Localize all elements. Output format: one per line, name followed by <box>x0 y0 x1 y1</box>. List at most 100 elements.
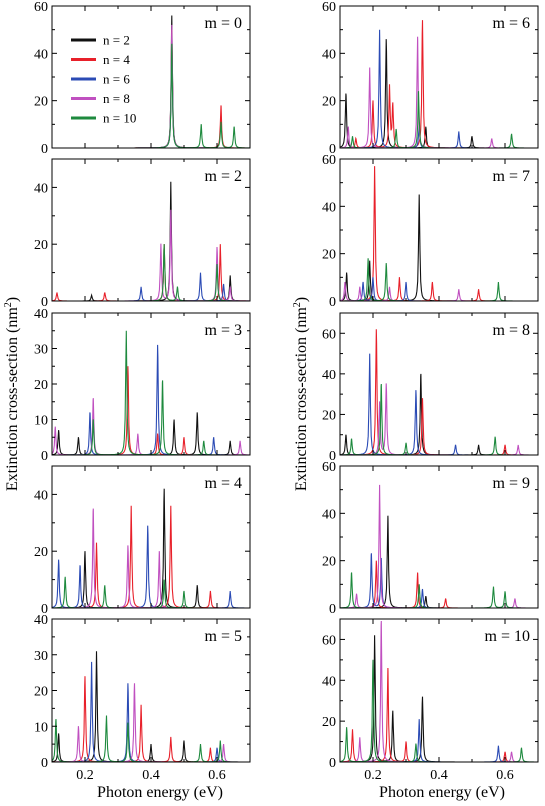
panel-m0: 0 20 40 60 m = 0 n = 2 n = 4 n = 6 n = 8 n = 10 <box>34 0 251 157</box>
legend-label: n = 4 <box>103 52 130 67</box>
y-tick-label: 40 <box>322 507 336 522</box>
legend: n = 2 n = 4 n = 6 n = 8 n = 10 <box>71 33 136 126</box>
y-tick-label: 20 <box>34 238 48 253</box>
series-n10 <box>340 659 538 762</box>
series-n6 <box>52 525 250 608</box>
series-n6 <box>340 553 538 608</box>
series-n10 <box>52 715 250 762</box>
series-n6 <box>340 277 538 301</box>
panel-title: m = 3 <box>205 322 242 339</box>
x-tick-label: 0.2 <box>364 768 382 783</box>
panel-m9: 0 20 40 60 m = 9 <box>322 460 539 617</box>
panel-m8: 0 20 40 60 m = 8 <box>322 312 539 464</box>
series-n2 <box>52 181 250 301</box>
y-tick-label: 0 <box>329 295 336 310</box>
y-tick-label: 20 <box>322 715 336 730</box>
x-axis-label-left: Photon energy (eV) <box>97 784 223 801</box>
series-n2 <box>52 412 250 455</box>
series-n6 <box>52 344 250 455</box>
panel-m7: 0 20 40 60 m = 7 <box>322 153 539 310</box>
panel-title: m = 8 <box>493 322 530 339</box>
y-tick-label: 60 <box>322 633 336 648</box>
y-tick-label: 40 <box>34 488 48 503</box>
y-tick-label: 20 <box>34 378 48 393</box>
y-tick-label: 0 <box>329 142 336 157</box>
series-n10 <box>340 91 538 148</box>
x-tick-label: 0.4 <box>142 768 160 783</box>
y-tick-label: 0 <box>41 142 48 157</box>
series-n4 <box>52 366 250 455</box>
panel-title: m = 10 <box>485 628 530 645</box>
y-tick-label: 0 <box>329 449 336 464</box>
x-tick-label: 0.2 <box>76 768 94 783</box>
y-tick-label: 40 <box>322 674 336 689</box>
panel-title: m = 6 <box>493 15 530 32</box>
y-tick-label: 40 <box>322 47 336 62</box>
series-n10 <box>340 383 538 455</box>
y-tick-label: 60 <box>322 460 336 475</box>
y-tick-label: 30 <box>34 649 48 664</box>
panel-title: m = 4 <box>205 475 242 492</box>
y-tick-label: 30 <box>34 343 48 358</box>
y-tick-label: 40 <box>34 47 48 62</box>
panel-title: m = 7 <box>493 168 530 185</box>
panel-m4: 0 20 40 m = 4 <box>34 465 251 617</box>
panels-layer: 0 20 40 60 m = 0 n = 2 n = 4 n = 6 n = 8 n = 10 0 2… <box>34 0 539 783</box>
series-n4 <box>340 667 538 762</box>
series-n2 <box>340 194 538 301</box>
panel-m5: 0 10 20 30 40 0.2 0.4 0.6 m = 5 <box>34 613 251 783</box>
y-tick-label: 40 <box>34 181 48 196</box>
legend-label: n = 2 <box>103 33 130 48</box>
panel-title: m = 0 <box>205 15 242 32</box>
x-axis-label-right: Photon energy (eV) <box>379 784 505 801</box>
series-n8 <box>52 508 250 608</box>
series-n4 <box>340 329 538 455</box>
y-axis-label-right: Extinction cross-section (nm2) <box>292 297 310 491</box>
y-tick-label: 10 <box>34 720 48 735</box>
y-tick-label: 0 <box>41 602 48 617</box>
y-tick-label: 0 <box>329 756 336 771</box>
y-tick-label: 10 <box>34 414 48 429</box>
series-n8 <box>340 484 538 608</box>
legend-label: n = 10 <box>103 111 136 126</box>
x-tick-label: 0.6 <box>496 768 514 783</box>
legend-label: n = 6 <box>103 72 130 87</box>
panel-m10: 0 20 40 60 0.2 0.4 0.6 m = 10 <box>322 618 539 783</box>
y-tick-label: 0 <box>41 756 48 771</box>
y-tick-label: 40 <box>322 200 336 215</box>
x-tick-label: 0.6 <box>208 768 226 783</box>
y-tick-label: 20 <box>322 408 336 423</box>
y-tick-label: 20 <box>322 555 336 570</box>
y-tick-label: 60 <box>322 153 336 168</box>
series-n10 <box>52 330 250 455</box>
series-n2 <box>52 488 250 608</box>
series-n8 <box>340 383 538 455</box>
y-tick-label: 40 <box>34 307 48 322</box>
series-n6 <box>340 353 538 455</box>
series-n8 <box>340 36 538 148</box>
x-tick-label: 0.4 <box>430 768 448 783</box>
panel-m6: 0 20 40 60 m = 6 <box>322 0 539 157</box>
series-n2 <box>340 635 538 762</box>
series-n4 <box>52 244 250 301</box>
panel-m3: 0 10 20 30 40 m = 3 <box>34 307 251 464</box>
panel-title: m = 2 <box>205 168 242 185</box>
y-tick-label: 60 <box>322 327 336 342</box>
y-tick-label: 60 <box>322 0 336 15</box>
y-tick-label: 20 <box>322 95 336 110</box>
y-tick-label: 0 <box>41 449 48 464</box>
legend-label: n = 8 <box>103 91 130 106</box>
y-tick-label: 0 <box>41 295 48 310</box>
panel-title: m = 9 <box>493 475 530 492</box>
y-tick-label: 20 <box>34 545 48 560</box>
y-tick-label: 20 <box>34 95 48 110</box>
y-axis-label-left: Extinction cross-section (nm2) <box>3 297 21 491</box>
y-tick-label: 0 <box>329 602 336 617</box>
series-n4 <box>340 166 538 301</box>
series-n4 <box>52 505 250 608</box>
y-tick-label: 60 <box>34 0 48 15</box>
panel-title: m = 5 <box>205 628 242 645</box>
y-tick-label: 20 <box>34 685 48 700</box>
y-tick-label: 20 <box>322 248 336 263</box>
